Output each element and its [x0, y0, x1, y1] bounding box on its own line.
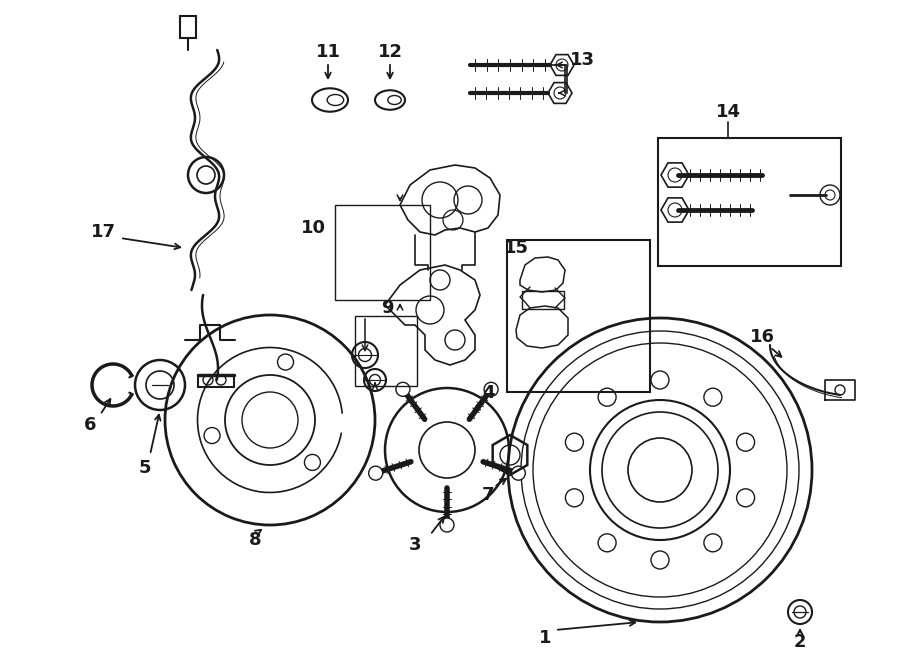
Text: 9: 9	[381, 299, 393, 317]
Bar	[658, 138, 841, 266]
Text: 8: 8	[248, 531, 261, 549]
Text: 3: 3	[409, 536, 421, 554]
Text: 7: 7	[482, 486, 494, 504]
Text: 2: 2	[794, 633, 806, 651]
Circle shape	[369, 466, 382, 480]
Text: 4: 4	[482, 384, 494, 402]
Text: 10: 10	[301, 219, 326, 237]
Text: 5: 5	[139, 459, 151, 477]
Text: 13: 13	[570, 51, 595, 69]
Circle shape	[511, 466, 526, 480]
Text: 12: 12	[377, 43, 402, 61]
Text: 15: 15	[503, 239, 528, 257]
Text: 16: 16	[750, 328, 775, 346]
Circle shape	[440, 518, 454, 532]
Bar	[180, 16, 196, 38]
Text: 1: 1	[539, 629, 551, 647]
Bar	[335, 205, 430, 300]
Text: 6: 6	[84, 416, 96, 434]
Bar	[355, 316, 417, 386]
Circle shape	[396, 382, 410, 397]
Text: 17: 17	[91, 223, 115, 241]
Text: 14: 14	[716, 103, 741, 121]
Circle shape	[484, 382, 498, 397]
Bar	[507, 240, 650, 392]
Text: 11: 11	[316, 43, 340, 61]
